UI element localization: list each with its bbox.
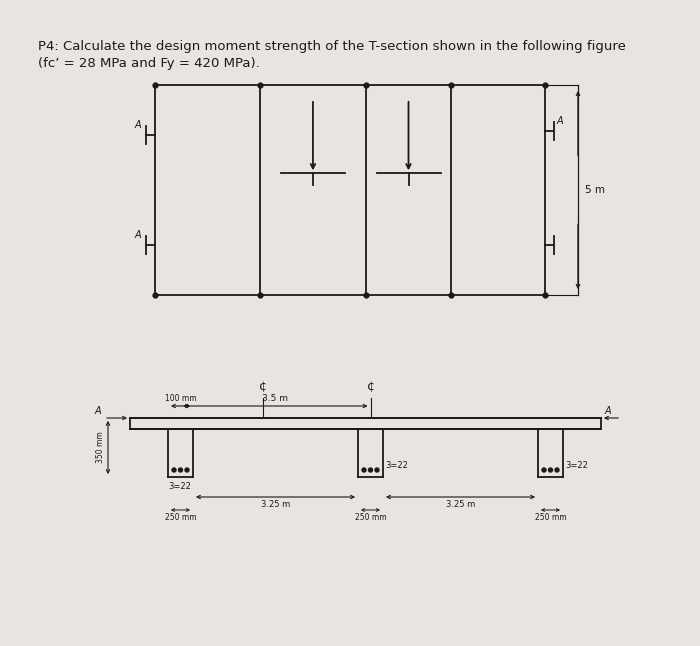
Text: 100 mm: 100 mm (164, 394, 196, 403)
Text: 3.25 m: 3.25 m (446, 500, 475, 509)
Text: 3=22: 3=22 (168, 482, 191, 491)
Text: ¢: ¢ (367, 380, 374, 393)
Text: A: A (605, 406, 612, 416)
Text: 3.25 m: 3.25 m (261, 500, 290, 509)
Circle shape (555, 468, 559, 472)
Text: 250 mm: 250 mm (355, 513, 386, 522)
Text: 3.5 m: 3.5 m (262, 394, 288, 403)
Text: A: A (135, 120, 141, 130)
Circle shape (178, 468, 183, 472)
Text: P4: Calculate the design moment strength of the T-section shown in the following: P4: Calculate the design moment strength… (38, 40, 626, 53)
Text: A: A (557, 116, 564, 126)
Text: (fc’ = 28 MPa and Fy = 420 MPa).: (fc’ = 28 MPa and Fy = 420 MPa). (38, 57, 260, 70)
Circle shape (375, 468, 379, 472)
Text: 350 mm: 350 mm (96, 432, 105, 463)
Text: 3=22: 3=22 (385, 461, 408, 470)
Circle shape (542, 468, 546, 472)
Circle shape (185, 468, 189, 472)
Text: ¢: ¢ (259, 380, 267, 393)
Text: A: A (95, 406, 101, 416)
Circle shape (362, 468, 366, 472)
Circle shape (549, 468, 552, 472)
Text: 250 mm: 250 mm (535, 513, 566, 522)
Circle shape (172, 468, 176, 472)
Text: A: A (135, 229, 141, 240)
Text: 5 m: 5 m (585, 185, 605, 195)
Circle shape (368, 468, 372, 472)
Text: 250 mm: 250 mm (164, 513, 196, 522)
Text: 3=22: 3=22 (565, 461, 588, 470)
